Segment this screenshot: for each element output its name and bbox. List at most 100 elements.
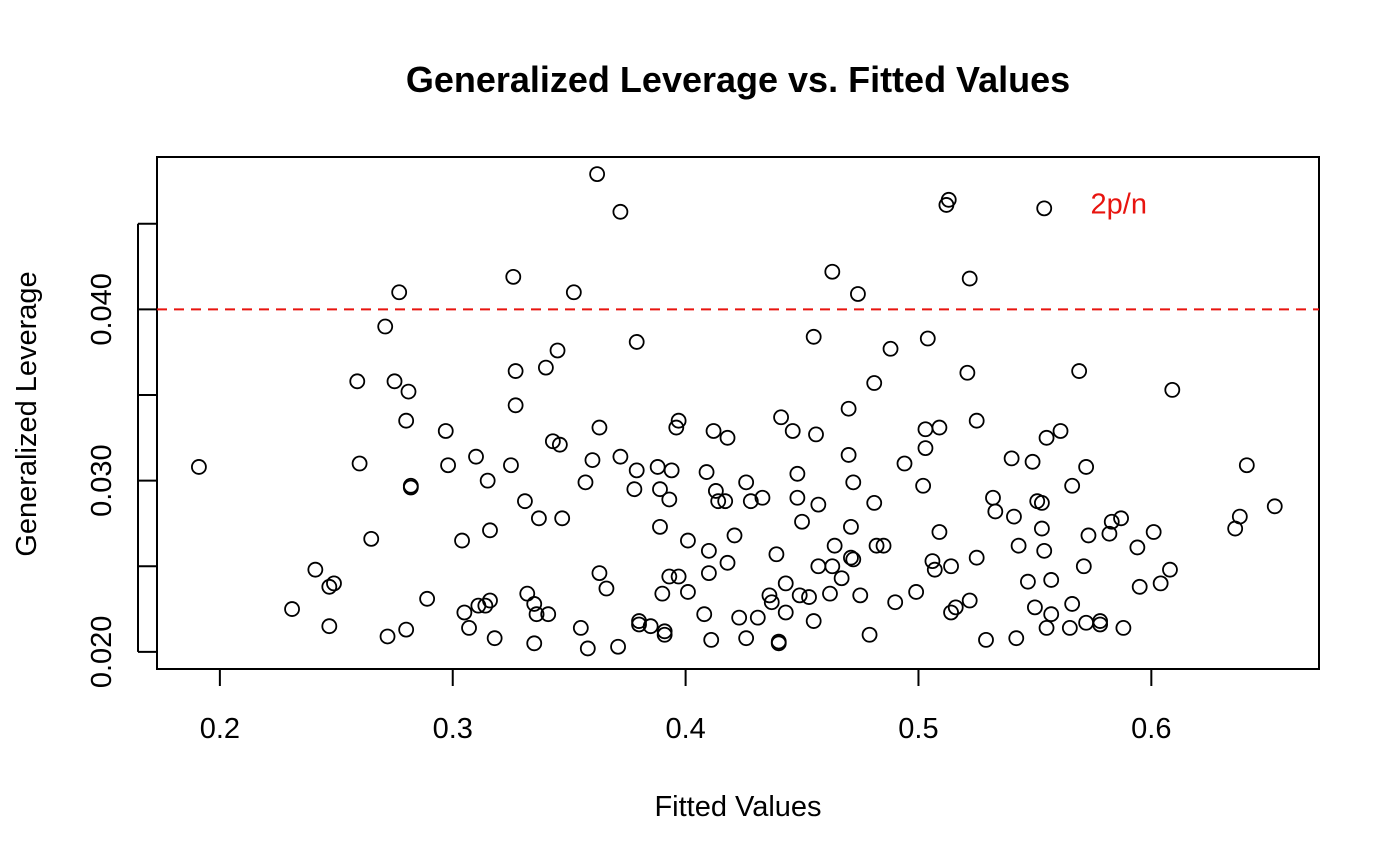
data-point xyxy=(1036,200,1053,217)
data-point xyxy=(943,558,959,575)
data-point xyxy=(505,268,522,285)
data-point xyxy=(700,565,717,582)
data-point xyxy=(591,565,608,582)
data-point xyxy=(507,363,524,379)
y-tick-label: 0.030 xyxy=(86,444,118,517)
data-point xyxy=(924,553,941,570)
data-point xyxy=(400,383,417,400)
data-point xyxy=(698,464,715,480)
data-point xyxy=(631,616,647,633)
data-point xyxy=(810,496,827,513)
data-point xyxy=(379,628,396,645)
data-point xyxy=(761,587,778,604)
data-point xyxy=(551,436,568,453)
data-point xyxy=(391,284,408,301)
data-point xyxy=(1164,381,1181,398)
data-point xyxy=(808,426,824,443)
data-point xyxy=(773,409,789,426)
data-point xyxy=(777,604,794,621)
data-point xyxy=(1033,494,1050,511)
data-point xyxy=(479,472,496,489)
data-point xyxy=(642,618,659,635)
data-point xyxy=(628,334,645,350)
data-point xyxy=(959,364,976,381)
data-point xyxy=(1092,616,1109,633)
data-point xyxy=(822,585,838,602)
data-point xyxy=(777,575,794,592)
data-point xyxy=(670,412,687,429)
data-point xyxy=(738,474,755,491)
data-point xyxy=(468,448,484,465)
data-point xyxy=(1036,542,1053,559)
data-point xyxy=(456,604,473,621)
data-point xyxy=(843,549,859,566)
data-point xyxy=(1115,620,1132,636)
data-point xyxy=(789,465,806,482)
data-point xyxy=(1064,477,1081,494)
data-point xyxy=(437,423,454,439)
data-point xyxy=(610,638,626,655)
x-tick-label: 0.5 xyxy=(898,713,938,745)
data-point xyxy=(626,481,643,498)
data-point xyxy=(402,479,419,496)
data-point xyxy=(710,493,727,510)
data-points xyxy=(191,166,1283,657)
data-point xyxy=(801,589,817,605)
data-point xyxy=(351,455,368,472)
data-point xyxy=(321,618,338,635)
data-point xyxy=(454,532,470,549)
data-point xyxy=(985,489,1001,506)
data-point xyxy=(719,429,736,446)
data-point xyxy=(670,568,687,585)
data-point xyxy=(705,423,722,439)
data-point xyxy=(377,318,394,335)
data-point xyxy=(968,412,985,429)
data-point xyxy=(719,554,736,571)
data-point xyxy=(926,561,943,578)
data-point xyxy=(1103,513,1120,530)
data-point xyxy=(987,503,1004,520)
chart-title: Generalized Leverage vs. Fitted Values xyxy=(406,59,1070,100)
data-point xyxy=(1075,558,1092,575)
data-point xyxy=(526,596,543,612)
data-point xyxy=(1027,599,1043,616)
data-point xyxy=(419,590,436,607)
data-point xyxy=(917,440,934,457)
x-tick-label: 0.3 xyxy=(433,713,473,745)
data-point xyxy=(784,423,801,439)
data-point xyxy=(656,626,673,643)
data-point xyxy=(528,606,545,623)
data-point xyxy=(321,578,338,595)
data-point xyxy=(696,606,713,623)
threshold-label: 2p/n xyxy=(1091,189,1147,221)
data-point xyxy=(915,477,932,494)
data-point xyxy=(968,549,985,566)
data-point xyxy=(845,551,862,568)
data-point xyxy=(680,532,696,549)
data-point xyxy=(579,640,596,657)
data-point xyxy=(1078,459,1095,475)
y-axis: 0.020 0.030 0.040 xyxy=(86,222,157,688)
data-point xyxy=(919,330,936,347)
data-point xyxy=(875,537,892,554)
data-point xyxy=(770,635,787,652)
data-point xyxy=(649,459,666,475)
data-point xyxy=(1033,520,1050,537)
data-point xyxy=(791,587,808,604)
x-axis-label: Fitted Values xyxy=(654,791,821,823)
data-point xyxy=(482,522,498,539)
data-point xyxy=(866,494,883,511)
x-axis: 0.2 0.3 0.4 0.5 0.6 xyxy=(200,668,1172,745)
data-point xyxy=(754,489,771,506)
data-point xyxy=(1231,508,1248,525)
data-point xyxy=(917,421,934,438)
data-point xyxy=(1113,510,1129,527)
data-point xyxy=(1010,537,1027,554)
data-point xyxy=(738,630,755,647)
data-point xyxy=(652,481,668,498)
data-point xyxy=(1003,450,1020,467)
data-point xyxy=(850,286,866,302)
data-point xyxy=(589,166,606,183)
data-point xyxy=(668,419,685,436)
data-point xyxy=(707,483,724,499)
